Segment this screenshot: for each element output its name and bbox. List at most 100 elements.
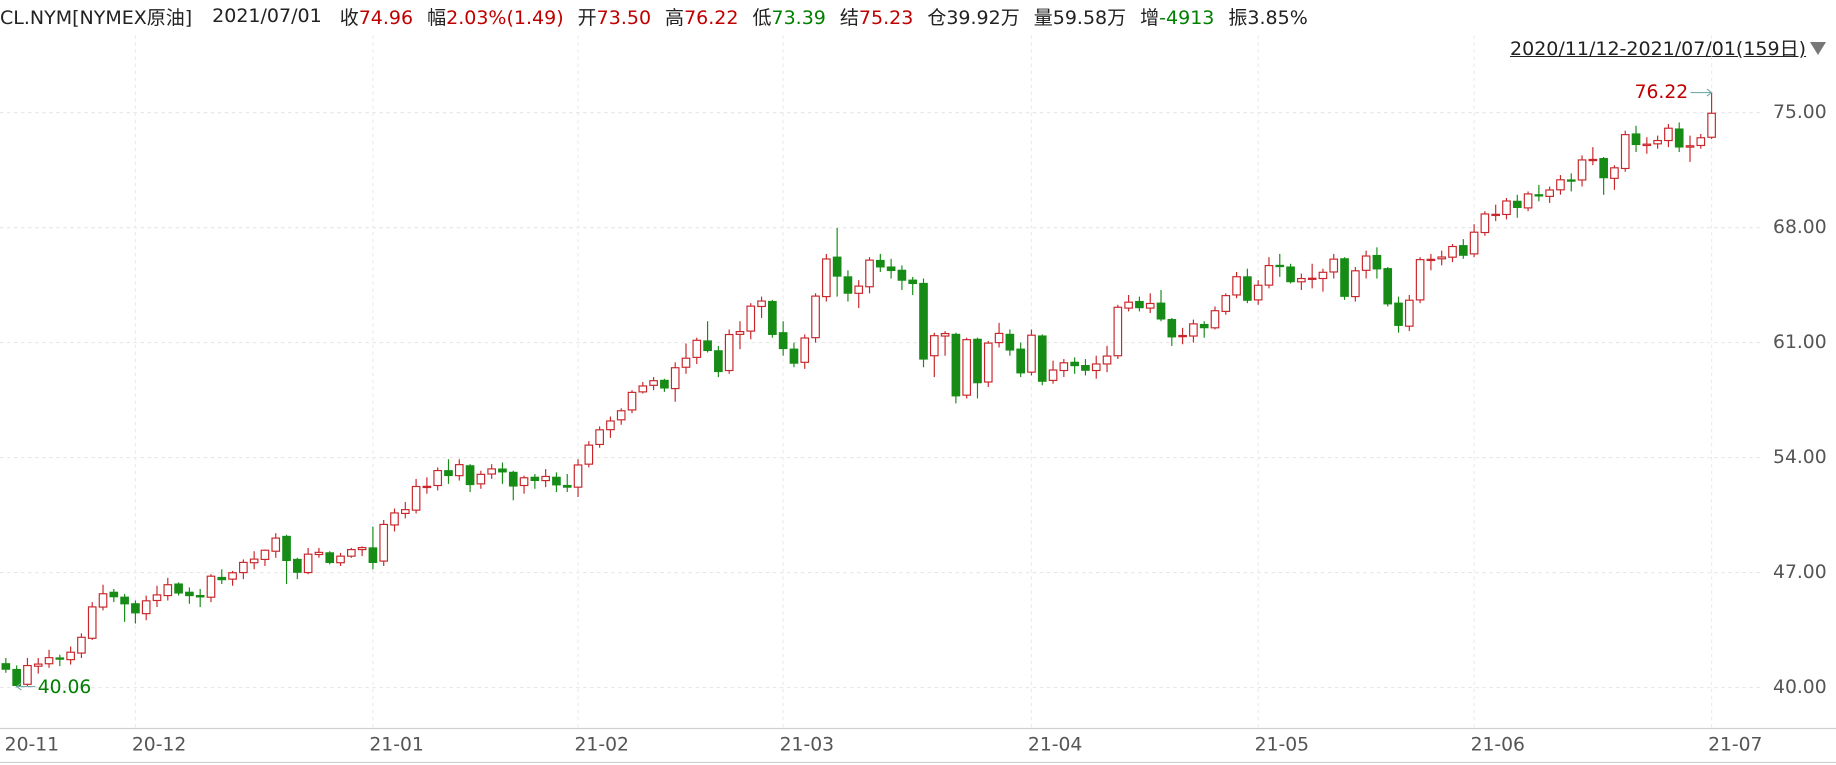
x-tick-label: 21-06 <box>1471 734 1525 755</box>
candle-body <box>606 420 615 431</box>
candle-body <box>379 523 389 562</box>
candle-body <box>811 295 820 339</box>
candle-body <box>584 444 594 465</box>
candle-body <box>1102 355 1112 365</box>
field-label: 仓 <box>927 6 947 29</box>
candle-body <box>843 276 853 294</box>
candle-body <box>98 593 108 608</box>
candle-body <box>433 469 443 487</box>
candle-body <box>87 606 97 639</box>
y-tick-label: 75.00 <box>1773 102 1827 123</box>
candle-body <box>875 259 885 268</box>
candle-body <box>1340 258 1349 297</box>
candle-body <box>239 561 248 574</box>
candle-body <box>649 380 658 386</box>
field-value: 3.85% <box>1247 6 1308 29</box>
x-tick-label: 21-01 <box>369 734 423 755</box>
field-value: 2.03%(1.49) <box>446 6 564 29</box>
quote-field: 结75.23 <box>840 3 913 30</box>
candle-body <box>638 385 648 393</box>
candle-body <box>1415 259 1425 301</box>
candle-body <box>206 575 216 598</box>
field-value: -4913 <box>1159 6 1215 29</box>
candle-body <box>552 476 561 486</box>
candle-body <box>476 473 486 485</box>
candle-body <box>336 555 345 564</box>
candle-body <box>1264 264 1274 286</box>
field-label: 增 <box>1140 6 1160 29</box>
candle-body <box>12 668 21 687</box>
candle-body <box>940 332 950 337</box>
min-label: 40.06 <box>38 677 92 698</box>
y-tick-label: 61.00 <box>1773 332 1827 353</box>
candle-body <box>1588 158 1598 162</box>
candle-body <box>1210 310 1220 329</box>
candle-body <box>865 259 874 288</box>
candle-body <box>195 594 205 598</box>
candle-body <box>217 576 227 581</box>
candle-body <box>1448 245 1457 258</box>
candle-body <box>66 651 75 661</box>
candle-body <box>314 551 324 556</box>
candle-body <box>465 465 475 486</box>
candle-body <box>854 285 864 294</box>
candle-body <box>627 391 637 411</box>
candle-body <box>1005 333 1015 351</box>
quote-field: 增-4913 <box>1140 3 1214 30</box>
candle-body <box>163 584 173 597</box>
candle-body <box>55 657 65 660</box>
candle-body <box>1372 254 1382 270</box>
candle-body <box>131 603 140 614</box>
symbol: CL.NYM[NYMEX原油] <box>0 6 193 29</box>
candle-body <box>1016 348 1025 374</box>
candle-body <box>174 583 183 594</box>
candle-body <box>23 664 32 685</box>
candle-body <box>1318 271 1328 280</box>
candle-body <box>1232 276 1241 296</box>
candle-body <box>1566 179 1576 182</box>
quote-field: 低73.39 <box>752 3 825 30</box>
range-text[interactable]: 2020/11/12-2021/07/01(159日) <box>1510 38 1806 60</box>
candle-body <box>800 337 810 363</box>
field-label: 量 <box>1033 6 1053 29</box>
candle-body <box>1091 363 1101 372</box>
candle-body <box>1394 302 1403 326</box>
candle-body <box>1426 258 1436 262</box>
candle-body <box>1351 270 1360 298</box>
candle-body <box>1145 302 1155 309</box>
field-value: 73.39 <box>771 6 826 29</box>
candle-body <box>541 475 550 482</box>
candle-body <box>303 553 313 574</box>
candle-body <box>1221 295 1231 312</box>
candle-body <box>616 410 626 421</box>
dropdown-icon[interactable] <box>1808 40 1828 56</box>
candle-body <box>1664 127 1673 142</box>
quote-field: 振3.85% <box>1228 3 1307 30</box>
candle-body <box>778 332 788 350</box>
candle-body <box>1027 334 1036 373</box>
range-selector[interactable]: 2020/11/12-2021/07/01(159日) <box>1510 34 1828 61</box>
candle-body <box>1243 276 1252 301</box>
candle-body <box>1642 143 1652 147</box>
candle-body <box>249 558 259 564</box>
candle-body <box>1081 365 1090 371</box>
candle-body <box>368 547 378 563</box>
candle-body <box>530 476 540 482</box>
candle-body <box>1199 323 1209 329</box>
candle-body <box>487 468 497 475</box>
candle-body <box>346 548 356 557</box>
field-value: 73.50 <box>596 6 652 29</box>
candle-body <box>1361 255 1371 271</box>
candle-body <box>681 357 691 368</box>
candle-body <box>746 305 756 332</box>
x-tick-label: 21-07 <box>1708 734 1762 755</box>
candle-body <box>714 350 723 373</box>
candle-body <box>832 256 842 277</box>
candle-body <box>77 636 86 654</box>
candle-body <box>508 471 518 487</box>
candle-body <box>444 470 453 477</box>
candle-body <box>886 266 896 272</box>
candle-body <box>1048 369 1058 381</box>
candle-body <box>325 552 335 563</box>
quote-field: 高76.22 <box>665 3 738 30</box>
